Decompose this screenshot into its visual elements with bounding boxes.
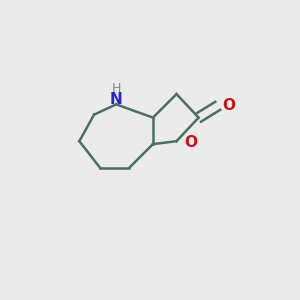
Text: O: O (222, 98, 235, 113)
Text: N: N (110, 92, 122, 107)
Text: H: H (112, 82, 121, 95)
Text: O: O (184, 135, 197, 150)
